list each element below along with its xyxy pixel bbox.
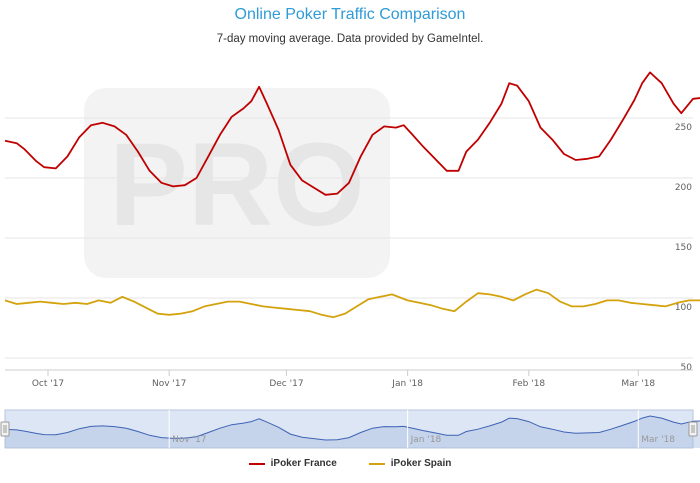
- legend-item-ipoker-france[interactable]: iPoker France: [248, 458, 337, 469]
- legend: iPoker France iPoker Spain: [0, 458, 700, 469]
- navigator[interactable]: Nov '17 Jan '18 Mar '18: [0, 409, 700, 449]
- y-tick-label-150: 150: [675, 243, 692, 253]
- navigator-tick-label-nov-17: Nov '17: [172, 435, 206, 445]
- legend-item-ipoker-spain[interactable]: iPoker Spain: [368, 458, 452, 469]
- y-axis-ticks: 50 100 150 200 250: [675, 123, 692, 373]
- watermark: PRO: [84, 88, 390, 278]
- y-tick-label-100: 100: [675, 303, 692, 313]
- x-tick-label-oct-17: Oct '17: [32, 379, 64, 389]
- chart-title: Online Poker Traffic Comparison: [234, 6, 466, 23]
- navigator-left-handle[interactable]: [0, 421, 10, 437]
- x-axis: Oct '17 Nov '17 Dec '17 Jan '18 Feb '18 Mar '…: [5, 369, 693, 389]
- y-tick-label-50: 50: [681, 363, 693, 373]
- navigator-tick-label-mar-18: Mar '18: [641, 435, 675, 445]
- x-tick-label-feb-18: Feb '18: [512, 379, 545, 389]
- navigator-right-handle[interactable]: [688, 421, 698, 437]
- x-tick-label-mar-18: Mar '18: [621, 379, 655, 389]
- navigator-series-line: [4, 415, 700, 441]
- x-tick-label-dec-17: Dec '17: [269, 379, 303, 389]
- series-lines: [4, 71, 700, 319]
- chart-subtitle: 7-day moving average. Data provided by G…: [216, 33, 484, 45]
- navigator-area: [5, 416, 700, 448]
- watermark-text: PRO: [109, 119, 365, 251]
- watermark-box: [84, 88, 390, 278]
- x-tick-label-jan-18: Jan '18: [391, 379, 423, 389]
- y-tick-label-200: 200: [675, 183, 692, 193]
- legend-label-france: iPoker France: [270, 458, 337, 469]
- navigator-tick-label-jan-18: Jan '18: [410, 435, 442, 445]
- legend-swatch-france: [248, 462, 265, 465]
- navigator-selection: [4, 409, 694, 449]
- y-tick-label-250: 250: [675, 123, 692, 133]
- x-tick-label-nov-17: Nov '17: [152, 379, 186, 389]
- series-line-ipoker-spain: [4, 288, 700, 319]
- legend-label-spain: iPoker Spain: [390, 458, 452, 469]
- series-line-ipoker-france: [4, 71, 700, 196]
- legend-swatch-spain: [368, 462, 385, 465]
